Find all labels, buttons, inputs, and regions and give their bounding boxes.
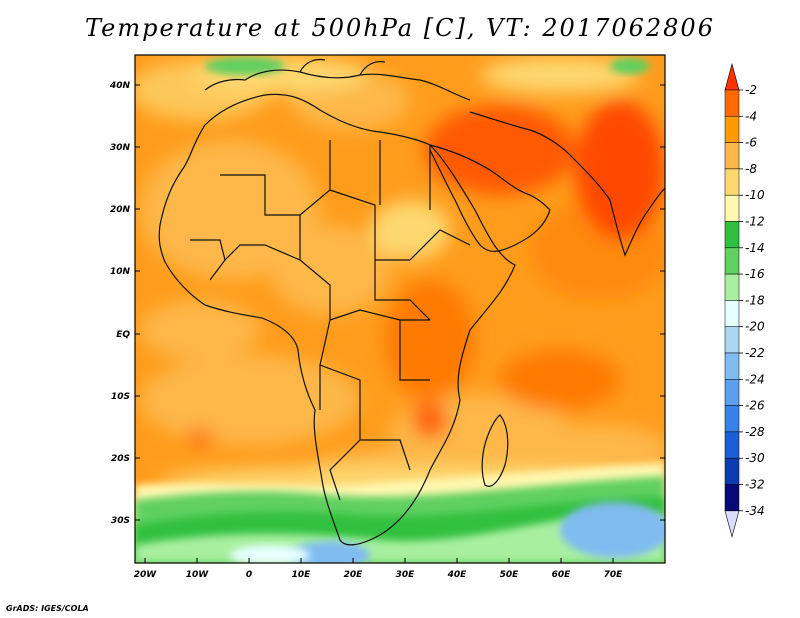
colorbar-swatch xyxy=(724,405,740,433)
lat-tick-label: 10S xyxy=(111,392,130,402)
colorbar-label: -34 xyxy=(745,504,765,518)
colorbar-swatch xyxy=(724,484,740,512)
lon-tick-label: 10W xyxy=(186,570,210,580)
lon-tick-label: 50E xyxy=(500,570,520,580)
lat-tick-label: 20N xyxy=(110,205,131,215)
colorbar-label: -30 xyxy=(745,451,765,465)
map-frame xyxy=(134,54,666,564)
lat-tick-label: EQ xyxy=(116,330,130,340)
temperature-field xyxy=(135,55,665,563)
colorbar-label: -16 xyxy=(745,267,765,281)
colorbar-swatch xyxy=(724,221,740,249)
colorbar-swatch xyxy=(724,379,740,406)
colorbar-label: -8 xyxy=(745,162,757,176)
colorbar-label: -6 xyxy=(745,136,757,150)
lat-tick-label: 40N xyxy=(109,81,131,91)
colorbar-swatch xyxy=(724,116,740,143)
colorbar-swatch xyxy=(724,142,740,170)
map-title: Temperature at 500hPa [C], VT: 201706280… xyxy=(85,14,715,42)
colorbar-over-triangle xyxy=(724,62,740,91)
colorbar-swatch xyxy=(724,352,740,380)
colorbar-under-triangle xyxy=(724,510,740,538)
colorbar-label: -14 xyxy=(745,241,765,255)
lat-tick-label: 10N xyxy=(110,267,131,277)
colorbar-label: -18 xyxy=(745,293,765,307)
colorbar-label: -22 xyxy=(745,346,765,360)
lon-tick-label: 20W xyxy=(134,570,158,580)
lon-tick-label: 0 xyxy=(246,570,252,580)
colorbar-swatch xyxy=(724,326,740,354)
lon-tick-label: 20E xyxy=(344,570,364,580)
lon-tick-label: 60E xyxy=(552,570,572,580)
colorbar-label: -32 xyxy=(745,478,765,492)
lon-tick-label: 30E xyxy=(396,570,416,580)
colorbar-swatch xyxy=(724,247,740,275)
colorbar-label: -24 xyxy=(745,372,765,386)
colorbar-swatch xyxy=(724,194,740,222)
colorbar-swatch xyxy=(724,300,740,327)
colorbar-label: -10 xyxy=(745,188,765,202)
coastlines xyxy=(158,58,665,546)
lat-tick-label: 30N xyxy=(110,143,131,153)
lon-tick-label: 40E xyxy=(447,570,468,580)
colorbar-label: -26 xyxy=(745,399,765,413)
lon-tick-label: 10E xyxy=(292,570,312,580)
colorbar-label: -12 xyxy=(745,215,765,229)
colorbar-swatch xyxy=(724,89,740,117)
colorbar-swatch xyxy=(724,168,740,196)
colorbar-label: -2 xyxy=(745,83,757,97)
colorbar-swatch xyxy=(724,273,740,301)
colorbar-label: -4 xyxy=(745,109,757,123)
lat-tick-label: 30S xyxy=(111,516,130,526)
credit-footer: GrADS: IGES/COLA xyxy=(6,604,89,613)
colorbar-label: -20 xyxy=(745,320,765,334)
colorbar-swatch xyxy=(724,431,740,459)
lat-tick-label: 20S xyxy=(111,454,130,464)
colorbar-swatch xyxy=(724,457,740,485)
lon-axis xyxy=(144,558,614,563)
colorbar-label: -28 xyxy=(745,425,765,439)
lon-tick-label: 70E xyxy=(604,570,624,580)
colorbar: -2 -4 -6 -8 -10 -12 -14 -16 -18 -20 -22 -24 -26 -28 -3… xyxy=(724,62,765,538)
lat-axis xyxy=(135,84,665,521)
